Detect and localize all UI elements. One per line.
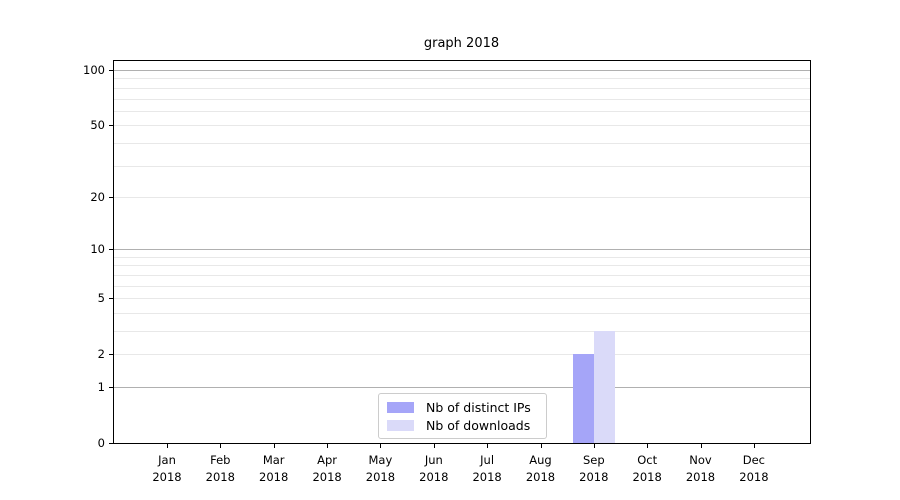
legend-entry: Nb of distinct IPs [379, 400, 546, 415]
x-tick-mark [167, 444, 168, 448]
minor-gridline [114, 142, 810, 144]
major-gridline [114, 70, 810, 71]
y-tick-label: 10 [90, 242, 105, 257]
minor-gridline [114, 98, 810, 100]
x-tick-label: Jan 2018 [127, 452, 207, 485]
minor-gridline [114, 78, 810, 80]
legend: Nb of distinct IPs Nb of downloads [378, 393, 547, 439]
x-tick-label: Feb 2018 [180, 452, 260, 485]
x-tick-year: 2018 [472, 469, 502, 484]
x-tick-label: May 2018 [340, 452, 420, 485]
minor-gridline [114, 312, 810, 314]
x-tick-label: Apr 2018 [287, 452, 367, 485]
legend-label: Nb of distinct IPs [426, 399, 531, 415]
minor-gridline [114, 256, 810, 258]
x-tick-mark [647, 444, 649, 448]
x-tick-label: Jun 2018 [394, 452, 474, 485]
x-tick-mark [273, 444, 275, 448]
x-tick-month: Jan [158, 453, 176, 467]
x-tick-year: 2018 [632, 469, 662, 484]
y-tick-label: 20 [90, 189, 105, 204]
y-tick-label: 0 [97, 436, 105, 450]
minor-gridline [114, 274, 810, 276]
x-tick-mark [700, 444, 702, 448]
x-tick-mark [593, 444, 595, 448]
legend-label: Nb of downloads [426, 417, 531, 433]
x-tick-mark [753, 444, 755, 448]
x-tick-mark [487, 444, 489, 448]
x-tick-year: 2018 [365, 469, 396, 484]
x-tick-mark [327, 444, 329, 448]
x-tick-year: 2018 [205, 469, 235, 484]
x-tick-label: Jul 2018 [447, 452, 527, 485]
y-tick-mark [109, 354, 113, 356]
chart-title: graph 2018 [423, 36, 500, 51]
x-tick-month: Sep [582, 453, 605, 467]
minor-gridline [114, 354, 810, 356]
major-gridline [114, 387, 810, 388]
x-tick-year: 2018 [739, 469, 769, 484]
x-tick-mark [380, 444, 382, 448]
x-tick-month: Nov [689, 453, 712, 467]
x-tick-year: 2018 [685, 469, 716, 484]
x-tick-mark [220, 444, 222, 448]
x-tick-label: Sep 2018 [554, 452, 634, 485]
bar-distinct-ips [572, 354, 594, 443]
x-tick-year: 2018 [419, 469, 449, 484]
y-tick-mark [109, 387, 113, 388]
legend-swatch [387, 419, 414, 431]
x-tick-label: Oct 2018 [607, 452, 687, 485]
x-tick-year: 2018 [525, 469, 556, 484]
minor-gridline [114, 125, 810, 127]
x-tick-year: 2018 [152, 469, 182, 484]
x-tick-label: Aug 2018 [501, 452, 581, 485]
y-tick-mark [109, 249, 113, 251]
x-tick-year: 2018 [259, 469, 289, 484]
y-tick-mark [109, 125, 113, 127]
plot-area [113, 60, 811, 444]
x-tick-label: Nov 2018 [661, 452, 741, 485]
minor-gridline [114, 87, 810, 89]
y-tick-mark [109, 70, 113, 71]
major-gridline [114, 249, 810, 251]
legend-entry: Nb of downloads [379, 418, 546, 433]
x-tick-month: Jun [424, 453, 443, 467]
minor-gridline [114, 285, 810, 287]
x-tick-mark [433, 444, 435, 448]
x-tick-label: Mar 2018 [234, 452, 314, 485]
x-tick-month: Mar [262, 453, 285, 467]
x-tick-month: Dec [742, 453, 766, 467]
y-tick-mark [109, 196, 113, 198]
minor-gridline [114, 196, 810, 198]
y-tick-label: 100 [83, 63, 105, 77]
y-tick-label: 5 [97, 291, 105, 306]
x-tick-month: May [368, 453, 393, 467]
y-tick-mark [109, 443, 113, 444]
legend-swatch [387, 401, 414, 413]
y-tick-mark [109, 298, 113, 300]
y-tick-label: 50 [90, 118, 105, 133]
y-tick-label: 1 [97, 380, 105, 394]
minor-gridline [114, 331, 810, 332]
minor-gridline [114, 265, 810, 267]
x-tick-month: Feb [210, 453, 231, 467]
bar-downloads [593, 331, 615, 443]
minor-gridline [114, 110, 810, 112]
minor-gridline [114, 298, 810, 300]
x-tick-year: 2018 [579, 469, 609, 484]
minor-gridline [114, 165, 810, 167]
x-tick-month: Apr [317, 453, 338, 467]
x-tick-mark [540, 444, 542, 448]
x-tick-year: 2018 [312, 469, 342, 484]
x-tick-month: Aug [529, 453, 552, 467]
x-tick-label: Dec 2018 [714, 452, 794, 485]
x-tick-month: Oct [637, 453, 658, 467]
x-tick-month: Jul [480, 453, 495, 467]
y-tick-label: 2 [97, 347, 105, 362]
